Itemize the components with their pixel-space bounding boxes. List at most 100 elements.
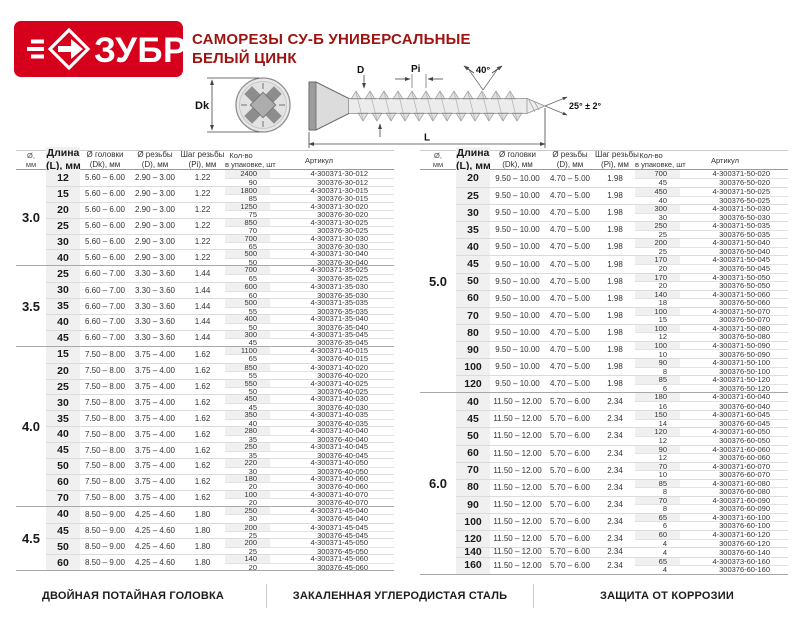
pack-quantity: 850 (225, 364, 270, 372)
table-row: 20 5.60 – 6.00 2.90 – 3.00 1.22 1250 4-300371… (46, 201, 394, 219)
pitch-value: 1.62 (194, 366, 211, 376)
pack-line: 1800 4-300371-30-015 (225, 187, 394, 195)
pack-quantity: 40 (248, 418, 257, 428)
pack-quantity: 65 (248, 354, 257, 364)
article-number: 4-300371-60-080 (712, 478, 770, 488)
article-number: 300376-40-060 (317, 482, 368, 492)
pack-quantity: 70 (635, 496, 680, 505)
length-value: 45 (456, 256, 490, 273)
length-value: 25 (456, 188, 490, 205)
pack-line: 50 300376-40-025 (225, 387, 394, 396)
thread-diameter-value: 4.70 – 5.00 (549, 379, 591, 389)
length-value: 20 (46, 202, 80, 218)
pack-line: 15 300376-50-070 (635, 315, 788, 324)
pack-line: 6 300376-60-100 (635, 521, 788, 530)
article-number: 300376-35-045 (317, 338, 368, 348)
article-number: 300376-60-070 (719, 470, 770, 480)
pack-quantity: 450 (225, 395, 270, 403)
head-diameter-value: 9.50 – 10.00 (495, 225, 540, 235)
article-number: 300376-50-020 (719, 178, 770, 188)
thread-diameter-value: 3.75 – 4.00 (134, 413, 176, 423)
pitch-value: 1.80 (194, 541, 211, 551)
pack-quantity: 700 (635, 170, 680, 179)
header-length: Длина (L), мм (46, 147, 81, 173)
length-value: 80 (456, 324, 490, 341)
head-diameter-value: 9.50 – 10.00 (495, 379, 540, 389)
thread-diameter-value: 2.90 – 3.00 (134, 172, 176, 182)
article-number: 4-300371-60-050 (712, 427, 770, 437)
length-value: 35 (46, 299, 80, 315)
article-number: 300376-50-120 (719, 383, 770, 393)
head-diameter-value: 6.60 – 7.00 (84, 301, 126, 311)
pack-line: 120 4-300371-60-050 (635, 428, 788, 436)
pack-line: 90 4-300371-60-060 (635, 445, 788, 454)
header-pitch: Шаг резьбы (Pi), мм (180, 150, 225, 169)
pack-line: 20 300376-50-050 (635, 281, 788, 290)
article-number: 300376-30-025 (317, 226, 368, 236)
pack-quantity: 200 (225, 539, 270, 547)
table-row: 50 11.50 – 12.00 5.70 – 6.00 2.34 120 4-30037… (456, 427, 788, 445)
article-number: 300376-60-050 (719, 435, 770, 445)
article-number: 300376-60-040 (719, 401, 770, 411)
article-number: 300376-60-045 (719, 418, 770, 428)
article-number: 300376-50-040 (719, 246, 770, 256)
pack-line: 100 4-300371-50-090 (635, 341, 788, 350)
pitch-value: 1.62 (194, 397, 211, 407)
pack-quantity: 40 (658, 195, 667, 205)
pack-line: 170 4-300371-50-050 (635, 272, 788, 282)
table-row: 140 11.50 – 12.00 5.70 – 6.00 2.34 4 300376-6… (456, 547, 788, 557)
head-diameter-value: 9.50 – 10.00 (495, 208, 540, 218)
head-diameter-value: 11.50 – 12.00 (493, 534, 542, 544)
length-value: 60 (456, 290, 490, 307)
table-row: 25 6.60 – 7.00 3.30 – 3.60 1.44 700 4-300371-… (46, 266, 394, 283)
pack-line: 500 4-300371-30-040 (225, 250, 394, 258)
pack-line: 140 4-300371-50-060 (635, 290, 788, 299)
screw-diagram: Dk D Pi 40° 25° ± 2° L (195, 64, 602, 148)
article-number: 300376-45-040 (317, 514, 368, 524)
article-number: 300376-50-100 (719, 366, 770, 376)
feature-corrosion-protection: ЗАЩИТА ОТ КОРРОЗИИ (533, 584, 800, 608)
head-diameter-value: 7.50 – 8.00 (84, 477, 126, 487)
table-row: 30 6.60 – 7.00 3.30 – 3.60 1.44 600 4-300371-… (46, 282, 394, 299)
diameter-value: 4.0 (21, 418, 41, 434)
dim-label-tip-angle: 25° ± 2° (569, 101, 602, 111)
thread-diameter-value: 5.70 – 6.00 (549, 534, 591, 544)
pack-line: 250 4-300371-50-035 (635, 222, 788, 230)
length-value: 45 (46, 330, 80, 346)
pack-quantity: 4 (662, 565, 667, 575)
pack-quantity: 12 (658, 332, 667, 342)
thread-diameter-value: 4.70 – 5.00 (549, 173, 591, 183)
article-number: 300376-50-045 (719, 264, 770, 274)
article-number: 4-300371-50-050 (712, 272, 770, 282)
pack-line: 25 300376-50-035 (635, 229, 788, 239)
pack-line: 70 4-300371-60-070 (635, 462, 788, 471)
diameter-group: 3.5 25 6.60 – 7.00 3.30 – 3.60 1.44 700 4-3003… (16, 265, 394, 348)
diameter-group: 3.0 12 5.60 – 6.00 2.90 – 3.00 1.22 2400 4-300… (16, 170, 394, 266)
pack-quantity: 20 (248, 562, 257, 572)
thread-diameter-value: 2.90 – 3.00 (134, 237, 176, 246)
pack-quantity: 500 (225, 250, 270, 258)
pack-quantity: 85 (635, 479, 680, 488)
article-number: 300376-60-100 (719, 521, 770, 531)
pack-line: 200 4-300371-45-050 (225, 539, 394, 547)
article-number: 4-300371-60-100 (712, 512, 770, 522)
pitch-value: 1.98 (607, 173, 623, 183)
thread-diameter-value: 5.70 – 6.00 (549, 431, 591, 441)
pack-line: 70 300376-30-025 (225, 226, 394, 235)
pitch-value: 1.22 (194, 221, 211, 231)
pack-line: 700 4-300371-30-030 (225, 235, 394, 243)
pitch-value: 2.34 (607, 547, 623, 557)
head-diameter-value: 7.50 – 8.00 (84, 493, 126, 503)
article-number: 300376-30-012 (317, 177, 368, 187)
table-row: 80 11.50 – 12.00 5.70 – 6.00 2.34 85 4-300371… (456, 478, 788, 496)
pack-line: 30 300376-40-050 (225, 466, 394, 476)
pack-line: 4 300376-60-160 (635, 565, 788, 574)
length-value: 15 (46, 346, 80, 363)
pack-line: 6 300376-50-120 (635, 383, 788, 393)
pack-line: 45 300376-40-030 (225, 402, 394, 412)
thread-diameter-value: 5.70 – 6.00 (549, 560, 591, 570)
article-number: 300376-40-035 (317, 418, 368, 428)
thread-diameter-value: 3.75 – 4.00 (134, 382, 176, 392)
pack-line: 12 300376-60-060 (635, 453, 788, 462)
pack-line: 75 300376-30-020 (225, 210, 394, 219)
